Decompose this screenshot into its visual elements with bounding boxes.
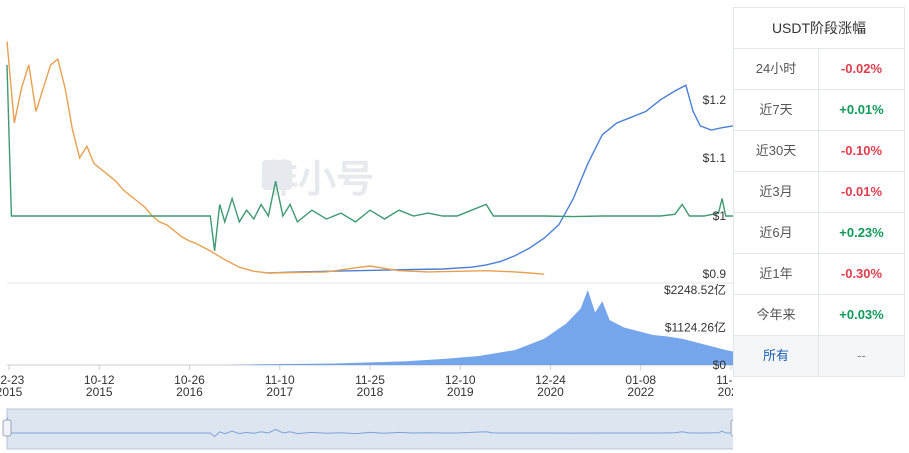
price-axis-label: $1 bbox=[713, 209, 727, 223]
price-axis-label: $1.1 bbox=[703, 151, 727, 165]
stage-change-panel: USDT阶段涨幅 24小时 -0.02% 近7天 +0.01% 近30天 -0.10% 近3… bbox=[733, 7, 905, 377]
x-tick-label: 01-08 2022 bbox=[625, 373, 656, 399]
watermark-logo-icon bbox=[262, 160, 292, 190]
price-axis-label: $1.2 bbox=[703, 93, 727, 107]
stage-row-label: 所有 bbox=[734, 336, 819, 376]
x-tick-label: 11-10 2017 bbox=[265, 373, 295, 399]
volume-axis-labels: $2248.52亿 $1124.26亿 $0 bbox=[664, 282, 726, 372]
stage-row-label: 近3月 bbox=[734, 172, 819, 212]
stage-row-label: 近6月 bbox=[734, 213, 819, 253]
stage-row-value: -- bbox=[819, 336, 904, 376]
stage-row[interactable]: 所有 -- bbox=[734, 336, 904, 377]
volume-axis-label: $1124.26亿 bbox=[665, 320, 726, 335]
range-navigator[interactable] bbox=[6, 408, 733, 450]
volume-series bbox=[7, 290, 733, 365]
x-tick-label: 10-26 2016 bbox=[174, 373, 205, 399]
volume-axis-label: $2248.52亿 bbox=[664, 282, 726, 297]
volume-axis-label: $0 bbox=[713, 358, 727, 372]
x-tick-label: 12-24 2020 bbox=[535, 373, 566, 399]
stage-row: 今年来 +0.03% bbox=[734, 295, 904, 336]
x-tick-label: 12-10 2019 bbox=[445, 373, 476, 399]
stage-row: 近1年 -0.30% bbox=[734, 254, 904, 295]
navigator-left-handle[interactable] bbox=[2, 419, 12, 437]
navigator-line bbox=[6, 417, 733, 438]
x-tick-label: 11-092022 bbox=[716, 373, 733, 399]
stage-row-value: +0.23% bbox=[839, 225, 884, 240]
price-axis-label: $0.9 bbox=[703, 267, 727, 281]
stage-row-value: -0.02% bbox=[840, 61, 883, 76]
stage-row: 近7天 +0.01% bbox=[734, 90, 904, 131]
x-tick-label: 10-12 2015 bbox=[84, 373, 115, 399]
price-chart: 非小号 $1.2$1.1$1$0.9 $2248.52亿$1124.26亿$0 … bbox=[0, 41, 733, 450]
stage-row-label: 近7天 bbox=[734, 90, 819, 130]
stage-row: 近30天 -0.10% bbox=[734, 131, 904, 172]
stage-row-value: -0.10% bbox=[840, 143, 883, 158]
price-series-group bbox=[6, 41, 733, 275]
x-tick-label: 11-25 2018 bbox=[355, 373, 385, 399]
stage-row-value: -0.30% bbox=[840, 266, 883, 281]
navigator-right-handle[interactable] bbox=[730, 419, 733, 437]
series-line-3 bbox=[6, 64, 733, 251]
stage-row: 近3月 -0.01% bbox=[734, 172, 904, 213]
panel-title: USDT阶段涨幅 bbox=[734, 8, 904, 49]
price-axis-labels: $1.2 $1.1 $1 $0.9 bbox=[703, 93, 727, 281]
stage-row: 24小时 -0.02% bbox=[734, 49, 904, 90]
stage-row: 近6月 +0.23% bbox=[734, 213, 904, 254]
stage-row-label: 24小时 bbox=[734, 49, 819, 89]
series-line-1 bbox=[268, 84, 733, 274]
x-tick-label: 12-232015 bbox=[0, 373, 25, 399]
stage-row-value: -0.01% bbox=[840, 184, 883, 199]
volume-area bbox=[7, 290, 733, 365]
stage-row-label: 近1年 bbox=[734, 254, 819, 294]
stage-row-label: 今年来 bbox=[734, 295, 819, 335]
stage-row-label: 近30天 bbox=[734, 131, 819, 171]
stage-row-value: +0.01% bbox=[839, 102, 884, 117]
series-line-2 bbox=[6, 41, 545, 275]
stage-row-value: +0.03% bbox=[839, 307, 884, 322]
